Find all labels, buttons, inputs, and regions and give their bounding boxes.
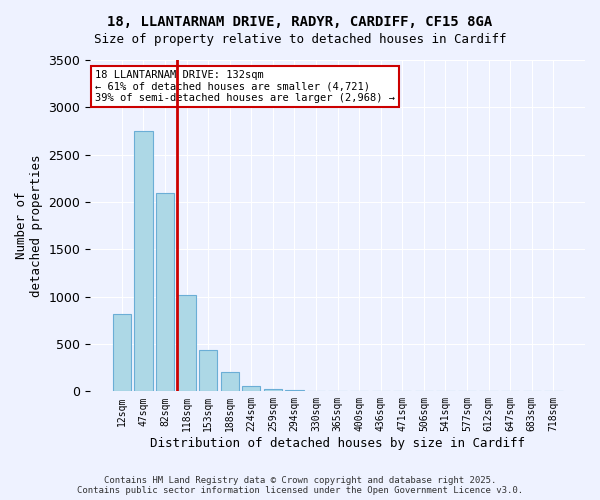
Y-axis label: Number of
detached properties: Number of detached properties [15, 154, 43, 297]
Bar [263, 389, 282, 392]
Text: Contains HM Land Registry data © Crown copyright and database right 2025.
Contai: Contains HM Land Registry data © Crown c… [77, 476, 523, 495]
Text: Size of property relative to detached houses in Cardiff: Size of property relative to detached ho… [94, 32, 506, 46]
Bar [221, 372, 239, 392]
Text: 18, LLANTARNAM DRIVE, RADYR, CARDIFF, CF15 8GA: 18, LLANTARNAM DRIVE, RADYR, CARDIFF, CF… [107, 15, 493, 29]
Bar [134, 131, 152, 392]
Bar [242, 386, 260, 392]
Bar [156, 192, 174, 392]
X-axis label: Distribution of detached houses by size in Cardiff: Distribution of detached houses by size … [150, 437, 525, 450]
Bar [113, 314, 131, 392]
Bar [199, 350, 217, 392]
Text: 18 LLANTARNAM DRIVE: 132sqm
← 61% of detached houses are smaller (4,721)
39% of : 18 LLANTARNAM DRIVE: 132sqm ← 61% of det… [95, 70, 395, 103]
Bar [285, 390, 304, 392]
Bar [178, 295, 196, 392]
